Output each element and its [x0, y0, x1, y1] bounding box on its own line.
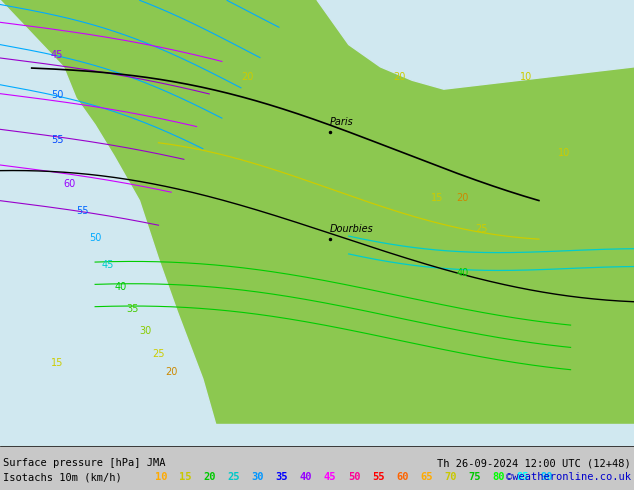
Text: Paris: Paris	[330, 117, 353, 127]
Text: 20: 20	[204, 472, 216, 482]
Text: 55: 55	[51, 135, 63, 145]
Text: 10: 10	[520, 72, 532, 82]
Text: 25: 25	[476, 224, 488, 234]
Text: 10: 10	[558, 148, 570, 158]
Text: 15: 15	[179, 472, 192, 482]
Text: 50: 50	[348, 472, 361, 482]
Text: 30: 30	[139, 326, 152, 337]
Text: 20: 20	[241, 72, 254, 82]
Text: 90: 90	[541, 472, 553, 482]
Text: 45: 45	[324, 472, 337, 482]
Text: 60: 60	[396, 472, 409, 482]
Text: Surface pressure [hPa] JMA: Surface pressure [hPa] JMA	[3, 458, 165, 468]
Text: 60: 60	[63, 179, 75, 189]
Text: 20: 20	[165, 367, 178, 376]
Text: 55: 55	[76, 206, 89, 216]
Text: 35: 35	[127, 304, 139, 314]
Polygon shape	[0, 0, 222, 446]
Text: 10: 10	[155, 472, 168, 482]
Text: Dourbies: Dourbies	[330, 224, 373, 234]
Text: 45: 45	[101, 260, 114, 270]
Text: 55: 55	[372, 472, 385, 482]
Text: 85: 85	[517, 472, 529, 482]
Text: 40: 40	[114, 282, 126, 292]
Text: 30: 30	[252, 472, 264, 482]
Text: ©weatheronline.co.uk: ©weatheronline.co.uk	[506, 472, 631, 482]
Text: 75: 75	[469, 472, 481, 482]
Text: 70: 70	[444, 472, 457, 482]
Text: 15: 15	[431, 193, 444, 203]
Text: 25: 25	[228, 472, 240, 482]
Text: 40: 40	[300, 472, 313, 482]
Text: 65: 65	[420, 472, 433, 482]
Text: 35: 35	[276, 472, 288, 482]
Text: 45: 45	[51, 50, 63, 60]
Text: 15: 15	[51, 358, 63, 368]
Text: 20: 20	[393, 72, 406, 82]
Polygon shape	[317, 0, 634, 89]
Text: 25: 25	[152, 349, 165, 359]
Text: 40: 40	[456, 269, 469, 278]
Text: 50: 50	[51, 90, 63, 100]
Text: Th 26-09-2024 12:00 UTC (12+48): Th 26-09-2024 12:00 UTC (12+48)	[437, 458, 631, 468]
Polygon shape	[127, 423, 634, 446]
Text: 50: 50	[89, 233, 101, 243]
Text: 80: 80	[493, 472, 505, 482]
Text: 20: 20	[456, 193, 469, 203]
Text: Isotachs 10m (km/h): Isotachs 10m (km/h)	[3, 472, 122, 482]
Polygon shape	[0, 0, 634, 446]
